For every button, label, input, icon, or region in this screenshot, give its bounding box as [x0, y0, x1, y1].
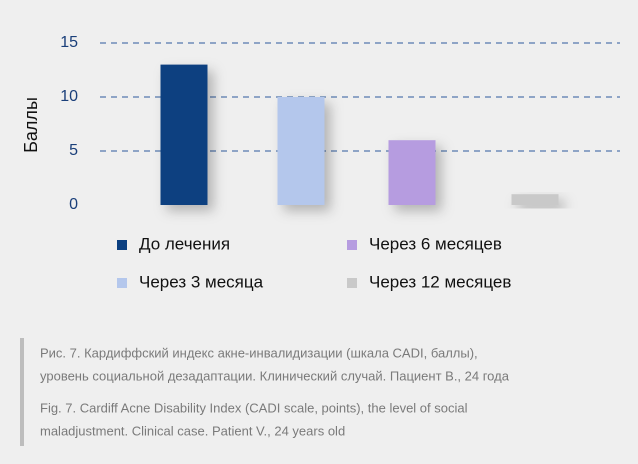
- legend-swatch: [347, 240, 357, 250]
- bar: [511, 194, 559, 205]
- caption-line: maladjustment. Clinical case. Patient V.…: [40, 423, 345, 438]
- bar: [277, 97, 325, 205]
- y-axis-label: Баллы: [21, 97, 41, 153]
- legend-label: Через 6 месяцев: [369, 234, 502, 253]
- legend-swatch: [117, 278, 127, 288]
- y-tick-label: 5: [69, 142, 78, 159]
- caption-line: Fig. 7. Cardiff Acne Disability Index (C…: [40, 400, 468, 415]
- y-tick-label: 0: [69, 196, 78, 213]
- y-tick-label: 15: [60, 34, 78, 51]
- bar: [160, 64, 208, 205]
- bar: [388, 140, 436, 205]
- caption-line: Рис. 7. Кардиффский индекс акне-инвалиди…: [40, 345, 478, 360]
- legend-label: Через 12 месяцев: [369, 272, 511, 291]
- legend-swatch: [347, 278, 357, 288]
- caption-line: уровень социальной дезадаптации. Клиниче…: [40, 368, 510, 383]
- legend-swatch: [117, 240, 127, 250]
- y-tick-label: 10: [60, 88, 78, 105]
- legend-label: Через 3 месяца: [139, 272, 264, 291]
- legend-label: До лечения: [139, 234, 230, 253]
- caption-rule: [20, 338, 24, 446]
